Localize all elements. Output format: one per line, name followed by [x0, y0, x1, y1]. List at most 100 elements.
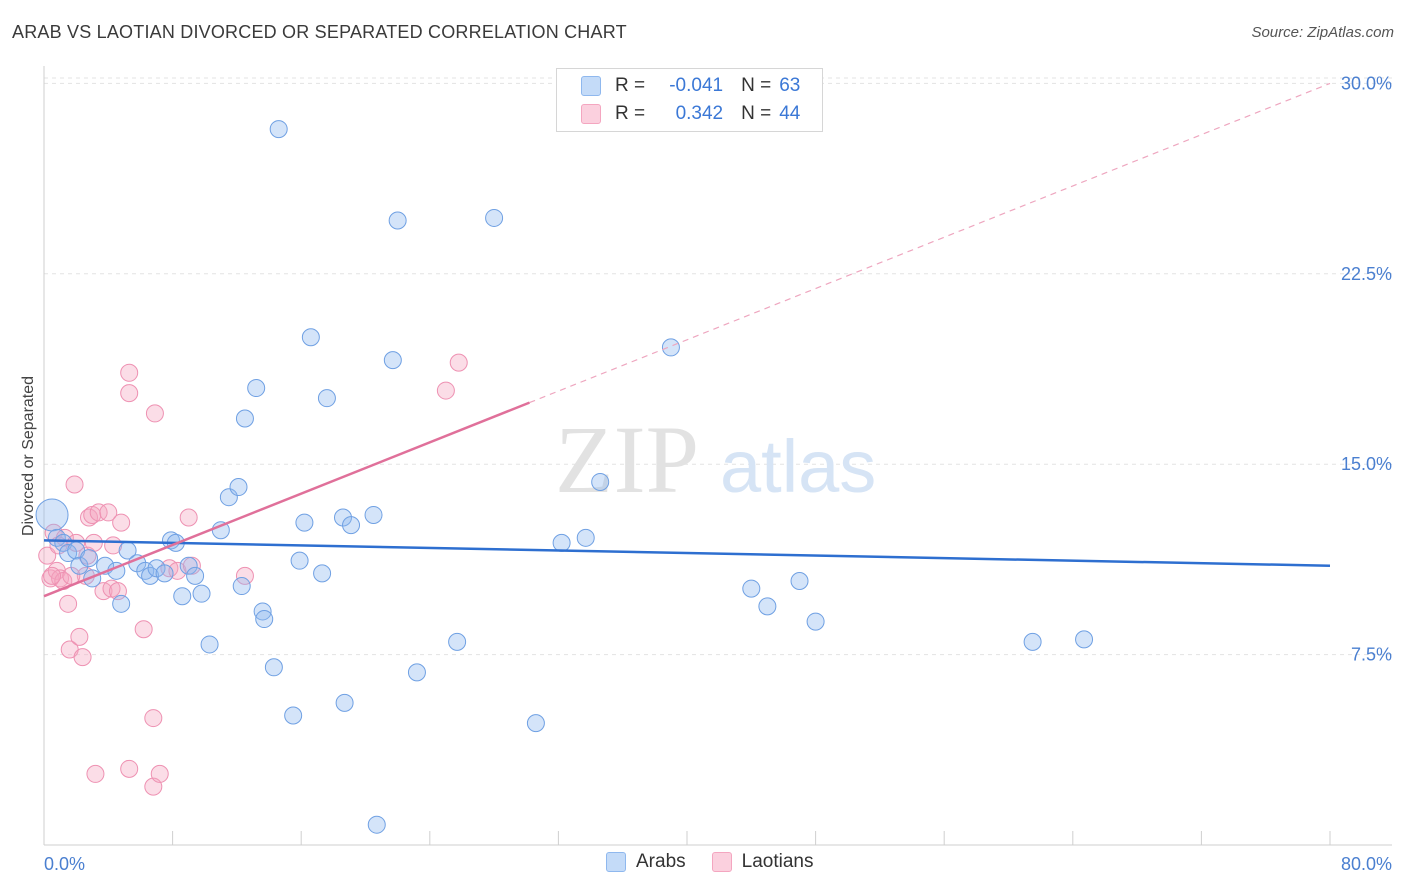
arabs-legend-swatch — [606, 852, 626, 872]
watermark: ZIP atlas — [555, 406, 876, 513]
arabs-points — [35, 120, 1094, 834]
laotians-n-value: 44 — [779, 103, 801, 124]
laotian-point — [80, 508, 99, 527]
laotians-legend-swatch — [711, 852, 732, 872]
arab-point — [335, 693, 354, 712]
laotian-point — [179, 508, 198, 527]
laotians-r-value: 0.342 — [675, 103, 724, 124]
arab-point — [485, 208, 504, 227]
arab-point — [806, 612, 825, 631]
laotian-point — [73, 648, 92, 667]
laotian-point — [120, 759, 139, 778]
arabs-n-value: 63 — [779, 75, 801, 96]
laotian-point — [89, 503, 108, 522]
arab-point — [264, 658, 283, 677]
arab-point — [35, 498, 69, 532]
arab-point — [383, 351, 402, 370]
arab-point — [290, 551, 309, 570]
laotians-trend-line — [43, 401, 530, 598]
watermark-atlas: atlas — [720, 425, 876, 508]
laotian-point — [449, 353, 468, 372]
laotian-point — [436, 381, 455, 400]
arab-point — [301, 328, 320, 347]
arab-point — [388, 211, 407, 230]
tick-labels: 7.5% 15.0% 22.5% 30.0% 0.0% 80.0% — [44, 73, 1392, 874]
y-tick-label: 15.0% — [1341, 454, 1392, 474]
watermark-zip: ZIP — [555, 406, 699, 513]
arab-point — [112, 594, 131, 613]
y-axis-label: Divorced or Separated — [20, 376, 37, 536]
axes — [43, 66, 1392, 846]
arab-point — [742, 579, 761, 598]
chart-title: ARAB VS LAOTIAN DIVORCED OR SEPARATED CO… — [12, 22, 627, 42]
arab-point — [80, 549, 99, 568]
trend-lines — [43, 82, 1331, 598]
arab-point — [232, 577, 251, 596]
laotian-point — [150, 764, 169, 783]
arab-point — [70, 556, 89, 575]
arab-point — [364, 505, 383, 524]
arab-point — [192, 584, 211, 603]
n-label: N = — [741, 103, 772, 124]
arabs-trend-line — [43, 539, 1331, 567]
arab-point — [591, 472, 610, 491]
arab-point — [313, 564, 332, 583]
laotian-point — [99, 503, 118, 522]
laotians-swatch — [581, 104, 601, 124]
legend-item-laotians[interactable]: Laotians — [711, 851, 814, 873]
arab-point — [552, 533, 571, 552]
arab-point — [136, 561, 155, 580]
arab-point — [661, 338, 680, 357]
arab-point — [295, 513, 314, 532]
arab-point — [155, 564, 174, 583]
laotians-trend-extension — [529, 82, 1331, 404]
x-tick-label: 0.0% — [44, 854, 85, 874]
laotian-point — [134, 620, 153, 639]
laotian-point — [144, 709, 163, 728]
laotian-point — [43, 566, 62, 585]
arab-point — [219, 488, 238, 507]
arab-point — [284, 706, 303, 725]
arab-point — [235, 409, 254, 428]
laotians-legend-label: Laotians — [741, 851, 814, 872]
arab-point — [526, 714, 545, 733]
laotian-point — [120, 363, 139, 382]
arab-point — [790, 571, 809, 590]
arab-point — [229, 478, 248, 497]
laotian-point — [86, 764, 105, 783]
legend-item-arabs[interactable]: Arabs — [606, 851, 686, 873]
arab-point — [269, 120, 288, 139]
arab-point — [186, 566, 205, 585]
arab-point — [317, 389, 336, 408]
arab-point — [253, 602, 272, 621]
arab-point — [200, 635, 219, 654]
arab-point — [407, 663, 426, 682]
y-tick-label: 30.0% — [1341, 73, 1392, 93]
laotian-point — [112, 513, 131, 532]
r-label: R = — [615, 75, 646, 96]
series-legend: Arabs Laotians — [606, 851, 839, 873]
arab-point — [255, 610, 274, 629]
arab-point — [342, 516, 361, 535]
arab-point — [367, 815, 386, 834]
legend-row-arabs: R = -0.041 N = 63 — [581, 73, 800, 99]
source-credit: Source: ZipAtlas.com — [1251, 24, 1394, 41]
laotian-point — [38, 546, 57, 565]
arab-point — [141, 566, 160, 585]
arabs-swatch — [581, 76, 601, 96]
arab-point — [576, 528, 595, 547]
laotian-point — [235, 566, 254, 585]
arabs-legend-label: Arabs — [636, 851, 686, 872]
x-tick-label: 80.0% — [1341, 854, 1392, 874]
laotian-point — [120, 384, 139, 403]
laotian-point — [145, 404, 164, 423]
arab-point — [448, 632, 467, 651]
correlation-legend: R = -0.041 N = 63 R = 0.342 N = 44 — [556, 68, 823, 132]
r-label: R = — [615, 103, 646, 124]
arab-point — [758, 597, 777, 616]
y-tick-label: 22.5% — [1341, 264, 1392, 284]
arab-point — [1075, 630, 1094, 649]
arab-point — [247, 379, 266, 398]
legend-row-laotians: R = 0.342 N = 44 — [581, 101, 800, 127]
